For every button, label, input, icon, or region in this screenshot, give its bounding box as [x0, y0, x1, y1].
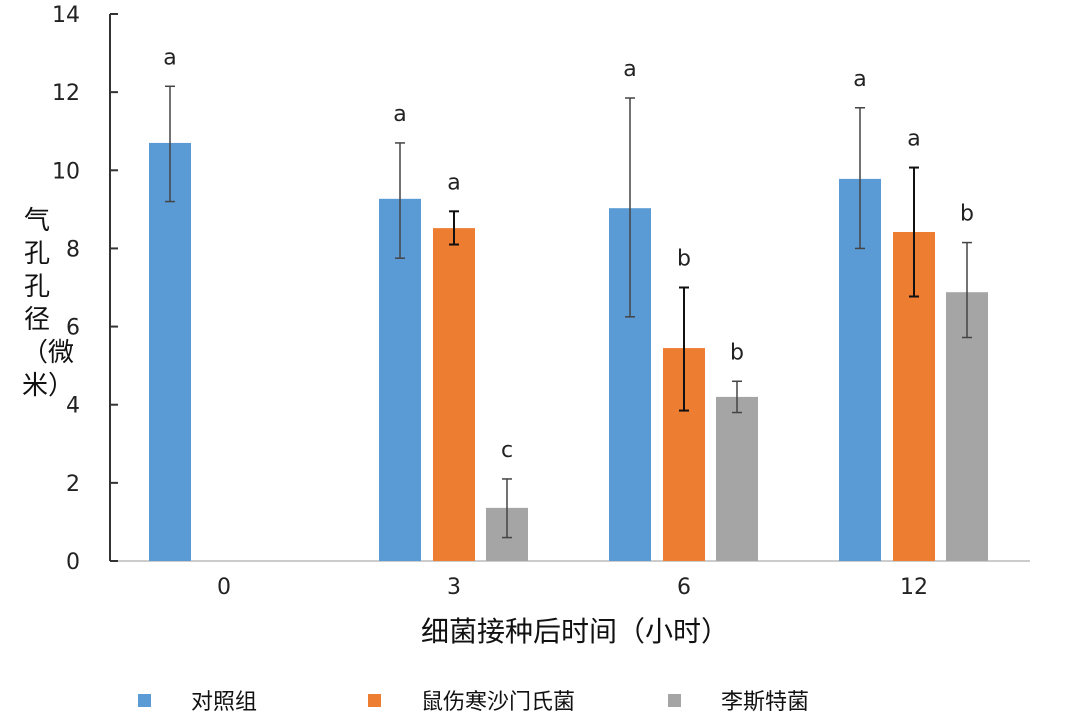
- x-tick-label: 3: [447, 575, 461, 600]
- bar: [149, 142, 191, 561]
- y-tick-label: 0: [66, 550, 80, 575]
- significance-letter: b: [677, 247, 691, 272]
- bar: [716, 396, 758, 561]
- legend: 对照组 鼠伤寒沙门氏菌 李斯特菌: [138, 684, 809, 716]
- y-tick-label: 10: [52, 159, 80, 184]
- y-tick-label: 6: [66, 316, 80, 341]
- legend-item-salmonella: 鼠伤寒沙门氏菌: [368, 684, 668, 716]
- y-tick-label: 2: [66, 472, 80, 497]
- significance-letter: a: [907, 127, 920, 152]
- significance-letter: a: [853, 67, 866, 92]
- legend-swatch: [368, 693, 381, 707]
- y-tick-label: 12: [52, 81, 80, 106]
- legend-label: 李斯特菌: [721, 690, 810, 715]
- bar: [379, 198, 421, 561]
- legend-swatch: [668, 693, 681, 707]
- legend-item-control: 对照组: [138, 684, 368, 716]
- y-tick-label: 14: [52, 3, 80, 28]
- legend-item-listeria: 李斯特菌: [668, 684, 809, 716]
- significance-letter: b: [730, 340, 744, 365]
- x-tick-label: 0: [217, 575, 231, 600]
- significance-letter: a: [393, 102, 406, 127]
- significance-letter: a: [163, 45, 176, 70]
- legend-label: 鼠伤寒沙门氏菌: [421, 690, 576, 715]
- y-tick-label: 4: [66, 394, 80, 419]
- x-axis-title: 细菌接种后时间（小时）: [420, 615, 729, 648]
- significance-letter: b: [960, 202, 974, 227]
- x-tick-label: 6: [677, 575, 691, 600]
- significance-letter: a: [447, 170, 460, 195]
- legend-swatch: [138, 693, 151, 707]
- y-axis-title: 气孔孔径（微米）: [22, 206, 75, 401]
- legend-label: 对照组: [191, 690, 258, 715]
- bar: [433, 228, 475, 561]
- y-tick-label: 8: [66, 237, 80, 262]
- significance-letter: a: [623, 57, 636, 82]
- x-tick-label: 12: [900, 575, 928, 600]
- significance-letter: c: [501, 438, 513, 463]
